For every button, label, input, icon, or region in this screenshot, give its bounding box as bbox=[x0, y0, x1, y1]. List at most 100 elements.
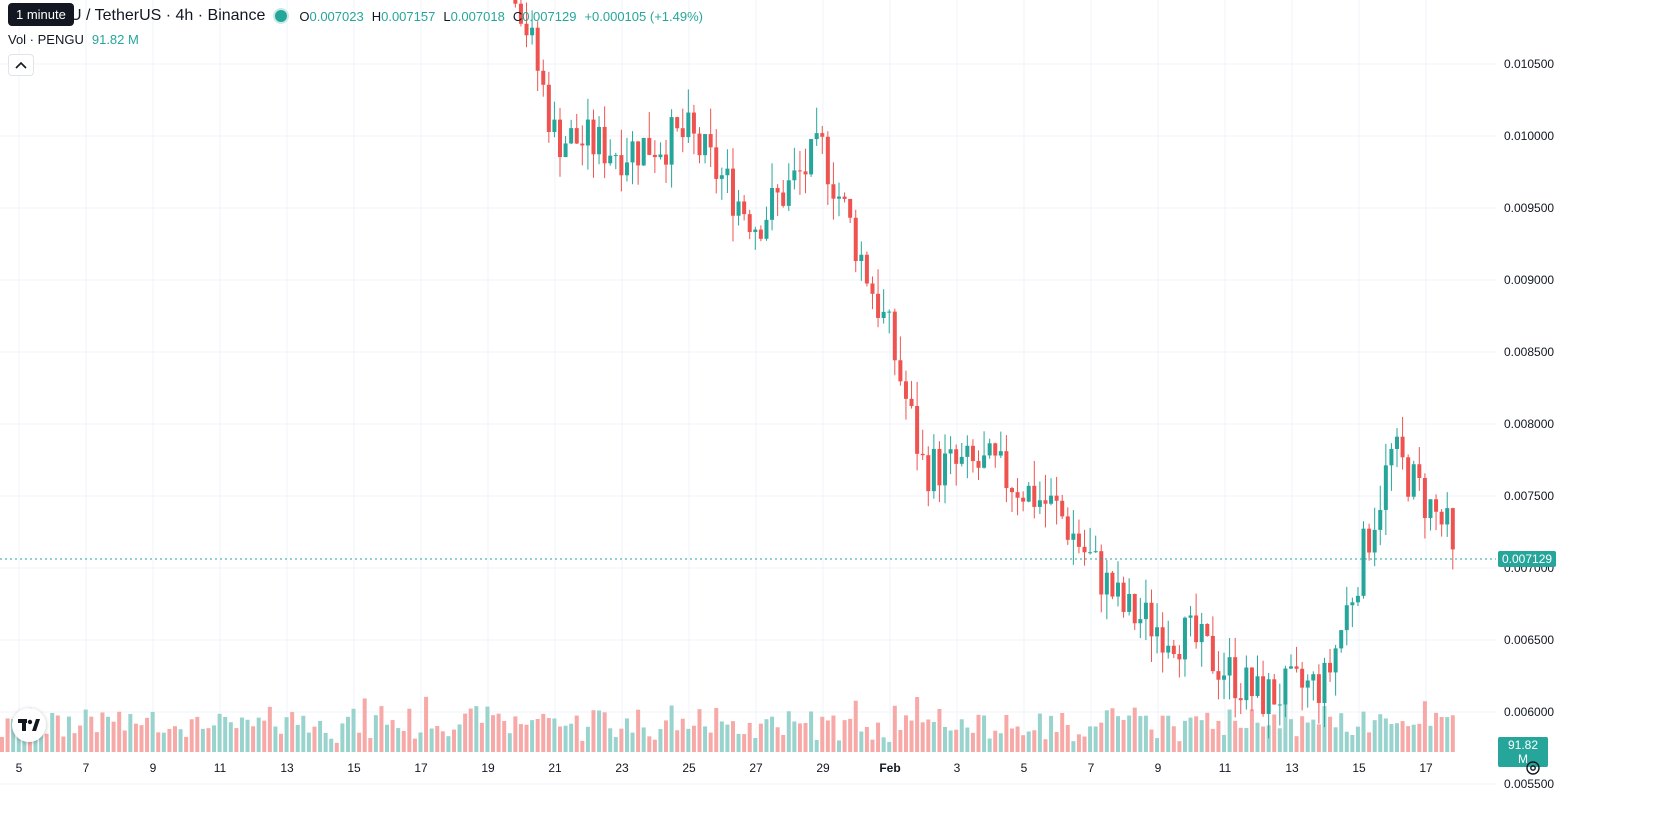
candle-body bbox=[770, 188, 775, 220]
volume-bar bbox=[451, 729, 456, 752]
candle-body bbox=[574, 128, 579, 144]
candle-body bbox=[1300, 668, 1305, 688]
volume-bar bbox=[1088, 726, 1093, 752]
volume-bar bbox=[1372, 720, 1377, 752]
candle-body bbox=[959, 456, 964, 464]
volume-bar bbox=[223, 717, 228, 752]
candle-body bbox=[1188, 615, 1193, 618]
candle-body bbox=[1093, 551, 1098, 553]
volume-bar bbox=[128, 714, 133, 752]
low-value: 0.007018 bbox=[450, 8, 505, 24]
volume-bar bbox=[1244, 728, 1249, 752]
candle-body bbox=[864, 254, 869, 284]
price-tick-label: 0.007500 bbox=[1504, 489, 1554, 503]
volume-bar bbox=[239, 717, 244, 752]
candle-body bbox=[669, 117, 674, 165]
volume-bar bbox=[1177, 741, 1182, 752]
time-tick-label: 9 bbox=[150, 761, 157, 775]
volume-label[interactable]: Vol · PENGU bbox=[8, 32, 84, 47]
volume-bar bbox=[0, 736, 4, 752]
collapse-legend-button[interactable] bbox=[8, 54, 34, 76]
volume-bar bbox=[1021, 735, 1026, 752]
time-tick-label: 13 bbox=[280, 761, 294, 775]
volume-bar bbox=[809, 711, 814, 752]
gear-icon[interactable] bbox=[1524, 759, 1542, 777]
price-axis[interactable]: 0.0145000.0140000.0135000.0130000.012500… bbox=[1504, 0, 1554, 835]
volume-bar bbox=[373, 715, 378, 752]
volume-bar bbox=[189, 719, 194, 752]
candle-body bbox=[1322, 662, 1327, 703]
candle-body bbox=[1149, 602, 1154, 637]
volume-bar bbox=[948, 730, 953, 752]
volume-bar bbox=[641, 727, 646, 752]
volume-bar bbox=[1233, 720, 1238, 752]
volume-bar bbox=[569, 723, 574, 752]
candle-body bbox=[546, 84, 551, 132]
volume-bar bbox=[334, 742, 339, 752]
candle-body bbox=[591, 119, 596, 155]
candle-body bbox=[1277, 704, 1282, 706]
volume-bar bbox=[1149, 729, 1154, 752]
candle-body bbox=[641, 137, 646, 166]
candle-body bbox=[552, 119, 557, 132]
candle-body bbox=[1049, 495, 1054, 504]
volume-bar bbox=[290, 712, 295, 752]
volume-bar bbox=[340, 723, 345, 752]
candle-body bbox=[1389, 448, 1394, 466]
volume-bar bbox=[652, 739, 657, 752]
volume-bar bbox=[1311, 719, 1316, 752]
volume-bar bbox=[234, 728, 239, 752]
candle-body bbox=[1182, 617, 1187, 660]
candle-body bbox=[1138, 619, 1143, 624]
candle-body bbox=[837, 196, 841, 199]
time-tick-label: 11 bbox=[214, 761, 227, 775]
symbol-title[interactable]: U / TetherUS · 4h · Binance bbox=[70, 7, 266, 24]
volume-bar bbox=[94, 732, 99, 752]
volume-legend: Vol · PENGU 91.82 M bbox=[8, 32, 139, 47]
candle-body bbox=[518, 3, 523, 24]
tradingview-logo[interactable] bbox=[12, 708, 46, 742]
volume-bar bbox=[122, 730, 127, 752]
volume-bar bbox=[273, 726, 278, 752]
candle-body bbox=[647, 137, 652, 155]
candle-body bbox=[624, 162, 629, 176]
candle-body bbox=[1434, 499, 1439, 512]
candle-body bbox=[920, 453, 925, 456]
volume-bar bbox=[1182, 720, 1187, 752]
volume-bar bbox=[1026, 731, 1031, 752]
volume-bar bbox=[786, 711, 791, 752]
candle-body bbox=[926, 455, 931, 492]
volume-bar bbox=[1439, 717, 1444, 752]
time-axis[interactable]: 5 7 9 11 13 15 17 19 21 23 25 27 29 Feb 3 5 7 9 11 13 15 17 bbox=[16, 761, 1433, 775]
candle-body bbox=[1071, 533, 1076, 540]
volume-bar bbox=[424, 696, 429, 752]
candle-body bbox=[948, 449, 953, 454]
volume-bar bbox=[602, 712, 607, 752]
candle-body bbox=[1177, 654, 1182, 660]
volume-bar bbox=[613, 737, 618, 752]
volume-bar bbox=[998, 733, 1003, 752]
volume-bar bbox=[496, 713, 501, 752]
candle-body bbox=[1216, 671, 1221, 680]
time-tick-label: 15 bbox=[1352, 761, 1366, 775]
candle-body bbox=[1316, 674, 1321, 703]
volume-bar bbox=[1054, 732, 1059, 752]
volume-bar bbox=[1367, 732, 1372, 752]
time-tick-label: 7 bbox=[83, 761, 90, 775]
candle-body bbox=[775, 188, 780, 193]
volume-bar bbox=[691, 725, 696, 752]
volume-bar bbox=[546, 718, 551, 752]
volume-bar bbox=[1132, 707, 1137, 752]
volume-bar bbox=[803, 722, 808, 752]
volume-bar bbox=[920, 722, 925, 752]
volume-bar bbox=[730, 721, 735, 752]
candle-body bbox=[1333, 648, 1338, 673]
price-tick-label: 0.005500 bbox=[1504, 777, 1554, 791]
candle-body bbox=[1383, 465, 1388, 510]
candle-body bbox=[675, 117, 680, 129]
chevron-up-icon bbox=[15, 61, 27, 69]
volume-bar bbox=[1411, 724, 1416, 752]
time-tick-label: 23 bbox=[615, 761, 629, 775]
volume-bar bbox=[1422, 701, 1427, 752]
